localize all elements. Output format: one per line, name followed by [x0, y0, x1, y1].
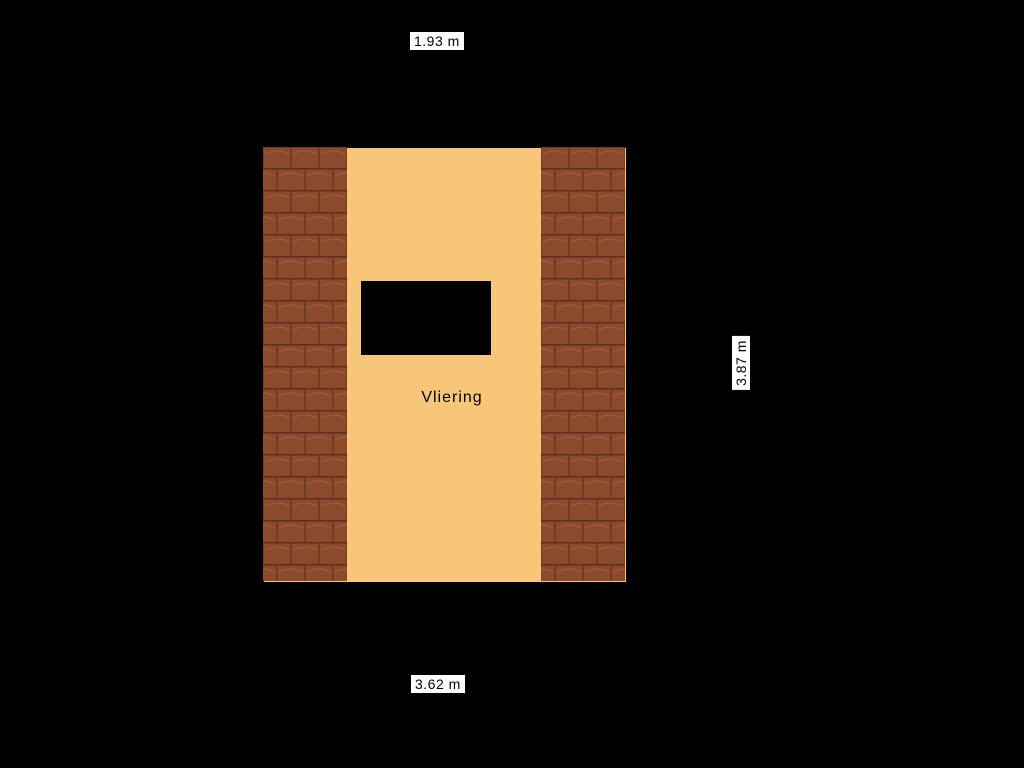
- roof-right: [541, 147, 625, 581]
- floor-opening: [361, 281, 491, 355]
- room-label: Vliering: [421, 389, 482, 407]
- floor-plan: Vliering: [263, 147, 625, 581]
- roof-left: [263, 147, 347, 581]
- dimension-bottom: 3.62 m: [411, 675, 465, 693]
- dimension-right: 3.87 m: [732, 336, 750, 390]
- dimension-top: 1.93 m: [410, 32, 464, 50]
